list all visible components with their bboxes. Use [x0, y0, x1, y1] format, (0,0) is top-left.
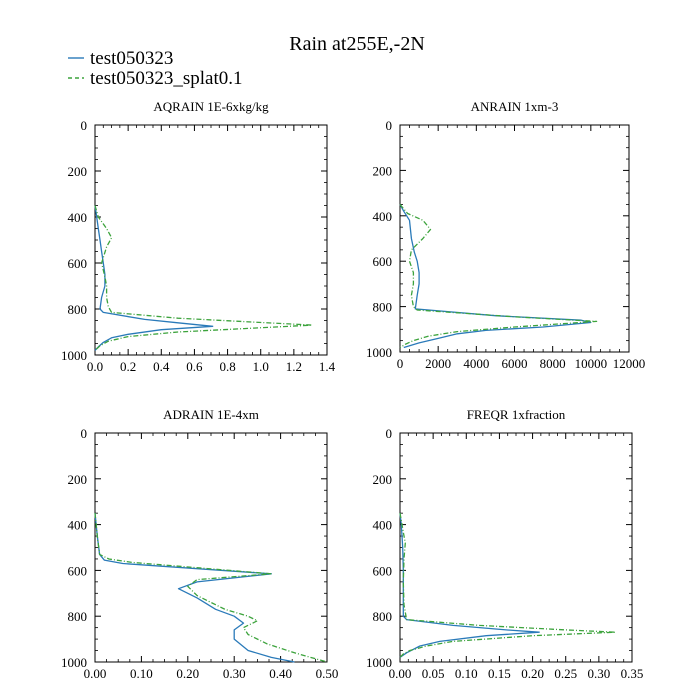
y-tick-label: 1000	[366, 345, 392, 360]
y-tick-label: 600	[68, 256, 88, 271]
series-line-1	[94, 513, 295, 663]
y-tick-label: 400	[68, 210, 88, 225]
x-tick-label: 0	[397, 356, 404, 371]
y-tick-label: 400	[68, 518, 88, 533]
panel-title: ANRAIN 1xm-3	[471, 99, 559, 114]
y-tick-label: 200	[373, 472, 393, 487]
y-tick-label: 0	[81, 426, 88, 441]
x-tick-label: 6000	[502, 356, 528, 371]
x-tick-label: 0.0	[87, 359, 103, 374]
y-tick-label: 200	[373, 163, 393, 178]
y-tick-label: 800	[68, 609, 88, 624]
chart-panel-3: ADRAIN 1E-4xm 0.00 0.10 0.20 0.30 0.40 0.50 0 20…	[61, 407, 338, 681]
y-tick-label: 0	[81, 118, 88, 133]
y-tick-label: 600	[373, 254, 393, 269]
figure-title: Rain at255E,-2N	[289, 33, 425, 55]
x-tick-label: 2000	[425, 356, 451, 371]
x-tick-label: 0.6	[186, 359, 203, 374]
x-tick-label: 0.50	[316, 666, 339, 681]
legend-label: test050323	[90, 48, 173, 69]
x-tick-label: 0.05	[422, 666, 445, 681]
y-tick-label: 800	[68, 302, 88, 317]
x-tick-label: 12000	[613, 356, 646, 371]
y-tick-label: 600	[68, 563, 88, 578]
x-tick-label: 0.20	[176, 666, 199, 681]
y-tick-label: 200	[68, 472, 88, 487]
series-line-1	[399, 204, 592, 349]
x-tick-label: 0.20	[521, 666, 544, 681]
series-line-2	[399, 512, 617, 658]
x-tick-label: 4000	[463, 356, 489, 371]
x-tick-label: 0.10	[455, 666, 478, 681]
chart-panel-4: FREQR 1xfraction 0.00 0.05 0.10 0.15 0.20 0.25…	[366, 407, 643, 681]
x-tick-label: 1.4	[319, 359, 336, 374]
chart-panels: AQRAIN 1E-6xkg/kg 0.0 0.2 0.4 0.6 0.8 1.0 1.2 1.…	[61, 99, 645, 681]
y-tick-label: 1000	[61, 348, 87, 363]
x-tick-label: 8000	[540, 356, 566, 371]
y-tick-label: 1000	[366, 655, 392, 670]
x-tick-label: 1.0	[253, 359, 269, 374]
series-line-2	[94, 205, 313, 351]
plot-frame	[399, 124, 630, 353]
y-tick-label: 0	[386, 426, 393, 441]
x-tick-label: 0.4	[153, 359, 170, 374]
y-tick-label: 800	[373, 300, 393, 315]
x-tick-label: 0.30	[587, 666, 610, 681]
y-tick-label: 0	[386, 118, 393, 133]
y-tick-label: 400	[373, 209, 393, 224]
x-tick-label: 0.25	[554, 666, 577, 681]
legend-label: test050323_splat0.1	[90, 68, 243, 89]
plot-frame	[399, 432, 633, 663]
x-tick-label: 0.00	[84, 666, 107, 681]
panel-title: AQRAIN 1E-6xkg/kg	[153, 99, 269, 114]
x-tick-label: 10000	[575, 356, 608, 371]
y-tick-label: 200	[68, 164, 88, 179]
plot-frame	[94, 432, 328, 663]
x-tick-label: 1.2	[286, 359, 302, 374]
x-tick-label: 0.10	[130, 666, 153, 681]
x-tick-label: 0.40	[269, 666, 292, 681]
series-line-2	[399, 203, 598, 349]
panel-title: FREQR 1xfraction	[467, 407, 566, 422]
x-tick-label: 0.15	[488, 666, 511, 681]
y-tick-label: 1000	[61, 655, 87, 670]
chart-panel-1: AQRAIN 1E-6xkg/kg 0.0 0.2 0.4 0.6 0.8 1.0 1.2 1.…	[61, 99, 336, 374]
x-tick-label: 0.00	[389, 666, 412, 681]
y-tick-label: 400	[373, 518, 393, 533]
series-line-2	[94, 513, 328, 663]
panel-title: ADRAIN 1E-4xm	[163, 407, 259, 422]
x-tick-label: 0.2	[120, 359, 136, 374]
x-tick-label: 0.35	[621, 666, 644, 681]
series-line-1	[94, 205, 214, 351]
x-tick-label: 0.8	[219, 359, 235, 374]
y-tick-label: 600	[373, 563, 393, 578]
chart-panel-2: ANRAIN 1xm-3 0 2000 4000 6000 8000 10000 12000 0…	[366, 99, 645, 371]
x-tick-label: 0.30	[223, 666, 246, 681]
series-line-1	[399, 513, 540, 658]
y-tick-label: 800	[373, 609, 393, 624]
